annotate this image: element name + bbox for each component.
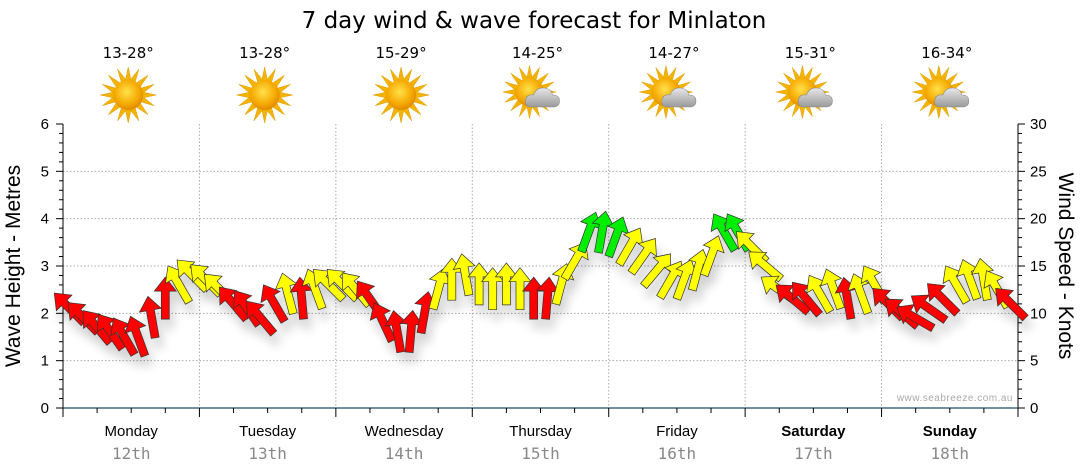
temperature-range: 14-25°: [512, 44, 563, 62]
date-label: 16th: [658, 444, 697, 463]
wind-arrow: [452, 253, 476, 297]
wind-arrow: [289, 276, 313, 320]
date-label: 15th: [521, 444, 560, 463]
wind-arrow: [699, 235, 725, 278]
wind-arrow: [820, 268, 845, 311]
y-axis-left-label: Wave Height - Metres: [2, 165, 25, 367]
wind-arrow: [910, 294, 949, 324]
wind-arrows: [53, 210, 1029, 358]
wind-arrow: [369, 302, 397, 344]
y-right-tick-label: 30: [1030, 116, 1047, 133]
y-right-tick-label: 5: [1030, 353, 1038, 370]
wind-arrow: [640, 253, 672, 290]
daily-weather-header: 13-28° 13-28° 15-29° 14-25° 14-27° 15-31° 16-3…: [99, 44, 972, 124]
wind-arrow: [153, 276, 178, 320]
day-labels: Monday 12th Tuesday 13th Wednesday 14th Thursd…: [105, 423, 978, 463]
y-left-tick-label: 5: [41, 163, 49, 180]
y-right-tick-label: 10: [1030, 305, 1047, 322]
y-right-tick-label: 25: [1030, 163, 1047, 180]
sunny-icon: [99, 66, 157, 124]
y-left-tick-label: 2: [41, 305, 49, 322]
day-label: Sunday: [923, 423, 978, 440]
wind-arrow: [971, 257, 995, 301]
temperature-range: 16-34°: [921, 44, 972, 62]
sunny-icon: [372, 66, 430, 124]
wind-arrow: [748, 251, 784, 283]
y-left-tick-label: 6: [41, 116, 49, 133]
y-left-tick-label: 0: [41, 400, 49, 417]
partly-cloudy-icon: [911, 64, 970, 120]
day-label: Saturday: [781, 423, 846, 440]
partly-cloudy-icon: [775, 64, 833, 120]
date-label: 18th: [931, 444, 970, 463]
wind-arrow: [847, 273, 873, 316]
day-label: Monday: [105, 423, 159, 440]
partly-cloudy-icon: [502, 64, 560, 120]
wind-arrow: [246, 300, 278, 337]
wind-arrow: [260, 284, 289, 324]
day-label: Friday: [656, 423, 698, 440]
temperature-range: 15-29°: [376, 44, 427, 62]
day-label: Wednesday: [365, 423, 444, 440]
wind-arrow: [896, 304, 936, 333]
date-label: 17th: [794, 444, 833, 463]
temperature-range: 14-27°: [648, 44, 699, 62]
temperature-range: 15-31°: [785, 44, 836, 62]
y-left-tick-label: 4: [41, 211, 49, 228]
partly-cloudy-icon: [638, 64, 697, 120]
date-label: 13th: [248, 444, 287, 463]
axes: 0 1 2 3 4 5 6 0 5 10 15 20 25 30: [41, 116, 1047, 417]
day-label: Tuesday: [239, 423, 296, 440]
grid: [63, 124, 1018, 408]
wind-arrow: [494, 262, 519, 306]
wind-arrow: [927, 283, 961, 317]
date-label: 14th: [385, 444, 424, 463]
y-right-tick-label: 0: [1030, 400, 1038, 417]
wind-arrow: [995, 287, 1029, 322]
sunny-icon: [236, 66, 294, 124]
wind-arrow: [467, 262, 491, 306]
wind-arrow: [138, 295, 162, 339]
chart-title: 7 day wind & wave forecast for Minlaton: [302, 8, 767, 34]
y-right-tick-label: 20: [1030, 211, 1047, 228]
date-label: 12th: [112, 444, 151, 463]
y-left-tick-label: 3: [41, 258, 49, 275]
y-left-tick-label: 1: [41, 353, 49, 370]
wind-arrow: [521, 276, 546, 320]
temperature-range: 13-28°: [103, 44, 154, 62]
day-label: Thursday: [509, 423, 572, 440]
wind-arrow: [627, 238, 657, 276]
y-axis-right-label: Wind Speed - Knots: [1054, 173, 1077, 360]
y-right-tick-label: 15: [1030, 258, 1047, 275]
temperature-range: 13-28°: [239, 44, 290, 62]
wind-arrow: [124, 315, 150, 358]
watermark: www.seabreeze.com.au: [896, 393, 1013, 404]
